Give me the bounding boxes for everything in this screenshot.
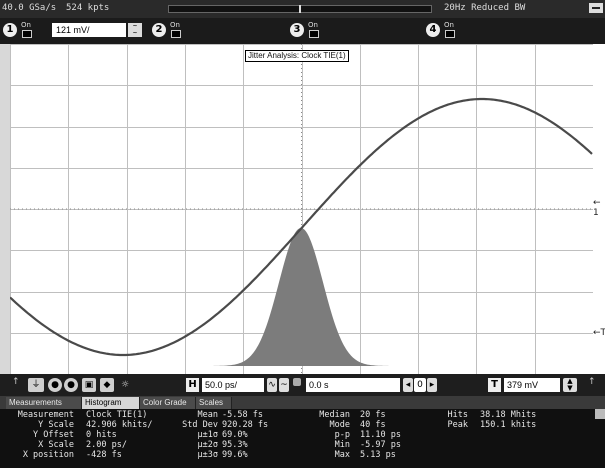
sample-rate: 40.0 GSa/s xyxy=(2,3,57,13)
channel-3-state: On xyxy=(308,21,318,29)
tie-histogram xyxy=(211,228,391,366)
memory-depth: 524 kpts xyxy=(66,3,110,13)
stat-label: μ±2σ xyxy=(197,440,218,450)
stat-label: Min xyxy=(334,440,350,450)
stat-value: 69.0% xyxy=(222,430,248,440)
meas-value: 0 hits xyxy=(86,430,117,440)
stat-label: Hits xyxy=(447,410,468,420)
autoscale-icon[interactable]: ◆ xyxy=(100,378,114,392)
single-icon[interactable]: ● xyxy=(64,378,78,392)
channel-3-toggle[interactable] xyxy=(309,30,319,38)
channel-1-toggle[interactable] xyxy=(22,30,32,38)
stat-label: μ±1σ xyxy=(197,430,218,440)
acquisition-bar[interactable] xyxy=(168,5,432,13)
trigger-position-mark xyxy=(299,5,301,13)
channel-2-state: On xyxy=(170,21,180,29)
stat-label: Max xyxy=(334,450,350,460)
brightness-icon[interactable]: ☼ xyxy=(120,380,130,390)
ground-icon[interactable]: ⏚ xyxy=(28,378,44,392)
waveform-display[interactable]: Jitter Analysis: Clock TIE(1) xyxy=(10,44,593,374)
channel-1-scale-stepper[interactable]: ~ ~ xyxy=(128,23,142,37)
stat-label: Mode xyxy=(329,420,350,430)
stat-label: Peak xyxy=(447,420,468,430)
stat-value: 11.10 ps xyxy=(360,430,401,440)
channel-3-button[interactable]: 3 xyxy=(290,23,304,37)
trigger-level-field[interactable]: 379 mV xyxy=(504,378,560,392)
stat-value: 99.6% xyxy=(222,450,248,460)
channel-1-waveform xyxy=(10,97,593,357)
meas-value: 42.906 khits/ xyxy=(86,420,153,430)
timebase-fine-icon[interactable]: ∿ xyxy=(267,378,277,392)
channel-1-button[interactable]: 1 xyxy=(3,23,17,37)
channel-1-scale-field[interactable]: 121 mV/ xyxy=(52,23,126,37)
meas-label: Y Offset xyxy=(33,430,74,440)
histogram-measurements: Measurement Clock TIE(1) Y Scale 42.906 … xyxy=(0,409,605,468)
analysis-tabs: Measurements Histogram Color Grade Scale… xyxy=(0,396,605,409)
stat-value: 40 fs xyxy=(360,420,386,430)
channel-4-state: On xyxy=(444,21,454,29)
meas-value: 2.00 ps/ xyxy=(86,440,127,450)
stat-label: p-p xyxy=(334,430,350,440)
channel-2-button[interactable]: 2 xyxy=(152,23,166,37)
stat-value: 95.3% xyxy=(222,440,248,450)
minimize-button[interactable] xyxy=(589,3,603,13)
tab-histogram[interactable]: Histogram xyxy=(82,397,140,409)
stat-label: Mean xyxy=(197,410,218,420)
channel-4-button[interactable]: 4 xyxy=(426,23,440,37)
channel-1-state: On xyxy=(21,21,31,29)
delay-field[interactable]: 0.0 s xyxy=(306,378,400,392)
delay-right-arrow[interactable]: ▸ xyxy=(427,378,437,392)
screenshot-icon[interactable]: ▣ xyxy=(82,378,96,392)
delay-zero-button[interactable]: 0 xyxy=(414,378,426,392)
stat-value: 5.13 ps xyxy=(360,450,396,460)
trigger-level-stepper[interactable]: ▲ ▼ xyxy=(563,378,577,392)
level-marker[interactable]: ← 1 xyxy=(593,198,601,218)
waveform-canvas xyxy=(10,44,593,374)
delay-left-arrow[interactable]: ◂ xyxy=(403,378,413,392)
meas-label: Y Scale xyxy=(38,420,74,430)
tab-scales[interactable]: Scales xyxy=(196,397,232,409)
left-margin xyxy=(0,44,10,374)
timebase-stepper-icon[interactable]: ~ xyxy=(279,378,289,392)
meas-value: Clock TIE(1) xyxy=(86,410,148,420)
channel-2-toggle[interactable] xyxy=(171,30,181,38)
meas-label: Measurement xyxy=(17,410,74,420)
channel-bar: 1 On 121 mV/ ~ ~ 2 On 3 On 4 On xyxy=(0,18,605,44)
trigger-arrow-icon: ↑ xyxy=(588,377,596,387)
stat-value: -5.97 ps xyxy=(360,440,401,450)
stat-label: μ±3σ xyxy=(197,450,218,460)
trigger-level-marker[interactable]: ←T xyxy=(593,328,605,338)
stat-value: 38.18 Mhits xyxy=(480,410,537,420)
stat-label: Median xyxy=(319,410,350,420)
stat-value: 20 fs xyxy=(360,410,386,420)
stat-value: 150.1 khits xyxy=(480,420,537,430)
right-margin: ← 1 ←T xyxy=(593,44,605,374)
ground-marker-icon: ↑ xyxy=(12,377,20,387)
status-bar: 40.0 GSa/s 524 kpts 20Hz Reduced BW xyxy=(0,0,605,18)
horizontal-label[interactable]: H xyxy=(186,378,199,392)
delay-icon[interactable] xyxy=(293,378,301,386)
tab-color-grade[interactable]: Color Grade xyxy=(140,397,196,409)
stat-value: -5.58 fs xyxy=(222,410,263,420)
run-stop-icon[interactable]: ● xyxy=(48,378,62,392)
meas-label: X position xyxy=(22,450,74,460)
channel-4-toggle[interactable] xyxy=(445,30,455,38)
timebase-field[interactable]: 50.0 ps/ xyxy=(202,378,264,392)
measurements-scrollbar[interactable] xyxy=(595,409,605,419)
jitter-analysis-title: Jitter Analysis: Clock TIE(1) xyxy=(245,50,349,62)
tab-measurements[interactable]: Measurements xyxy=(6,397,82,409)
trigger-label[interactable]: T xyxy=(488,378,501,392)
stat-value: 920.28 fs xyxy=(222,420,269,430)
control-bar: ↑ ⏚ ● ● ▣ ◆ ☼ H 50.0 ps/ ∿ ~ 0.0 s ◂ 0 ▸… xyxy=(0,374,605,396)
meas-value: -428 fs xyxy=(86,450,122,460)
stat-label: Std Dev xyxy=(182,420,218,430)
meas-label: X Scale xyxy=(38,440,74,450)
bandwidth-status: 20Hz Reduced BW xyxy=(444,3,526,13)
